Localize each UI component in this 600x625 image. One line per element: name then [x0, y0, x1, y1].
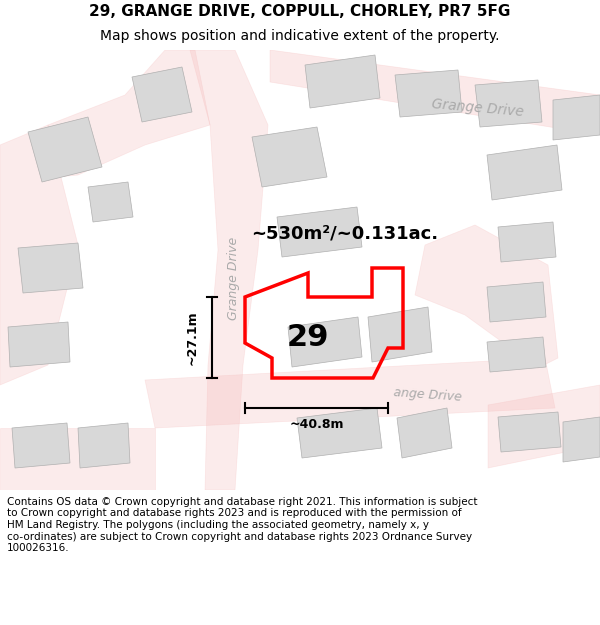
Polygon shape: [297, 408, 382, 458]
Polygon shape: [252, 127, 327, 187]
Text: Grange Drive: Grange Drive: [431, 97, 524, 119]
Text: Map shows position and indicative extent of the property.: Map shows position and indicative extent…: [100, 29, 500, 43]
Polygon shape: [78, 423, 130, 468]
Polygon shape: [190, 50, 268, 490]
Polygon shape: [488, 385, 600, 468]
Text: Grange Drive: Grange Drive: [227, 236, 241, 319]
Polygon shape: [12, 423, 70, 468]
Polygon shape: [487, 145, 562, 200]
Polygon shape: [0, 428, 155, 490]
Text: ange Drive: ange Drive: [394, 386, 463, 404]
Text: ~530m²/~0.131ac.: ~530m²/~0.131ac.: [251, 224, 439, 242]
Polygon shape: [475, 80, 542, 127]
Polygon shape: [498, 222, 556, 262]
Polygon shape: [498, 412, 561, 452]
Polygon shape: [48, 50, 210, 178]
Polygon shape: [145, 358, 555, 428]
Text: ~27.1m: ~27.1m: [185, 310, 199, 365]
Polygon shape: [277, 207, 362, 257]
Polygon shape: [368, 307, 432, 362]
Polygon shape: [132, 67, 192, 122]
Polygon shape: [415, 225, 558, 368]
Polygon shape: [395, 70, 462, 117]
Polygon shape: [305, 55, 380, 108]
Text: ~40.8m: ~40.8m: [289, 419, 344, 431]
Text: Contains OS data © Crown copyright and database right 2021. This information is : Contains OS data © Crown copyright and d…: [7, 497, 478, 553]
Text: 29: 29: [287, 324, 329, 352]
Polygon shape: [553, 95, 600, 140]
Polygon shape: [288, 317, 362, 367]
Polygon shape: [18, 243, 83, 293]
Polygon shape: [270, 50, 600, 135]
Polygon shape: [487, 337, 546, 372]
Text: 29, GRANGE DRIVE, COPPULL, CHORLEY, PR7 5FG: 29, GRANGE DRIVE, COPPULL, CHORLEY, PR7 …: [89, 4, 511, 19]
Polygon shape: [563, 417, 600, 462]
Polygon shape: [88, 182, 133, 222]
Polygon shape: [28, 117, 102, 182]
Polygon shape: [397, 408, 452, 458]
Polygon shape: [0, 125, 78, 385]
Polygon shape: [487, 282, 546, 322]
Polygon shape: [8, 322, 70, 367]
